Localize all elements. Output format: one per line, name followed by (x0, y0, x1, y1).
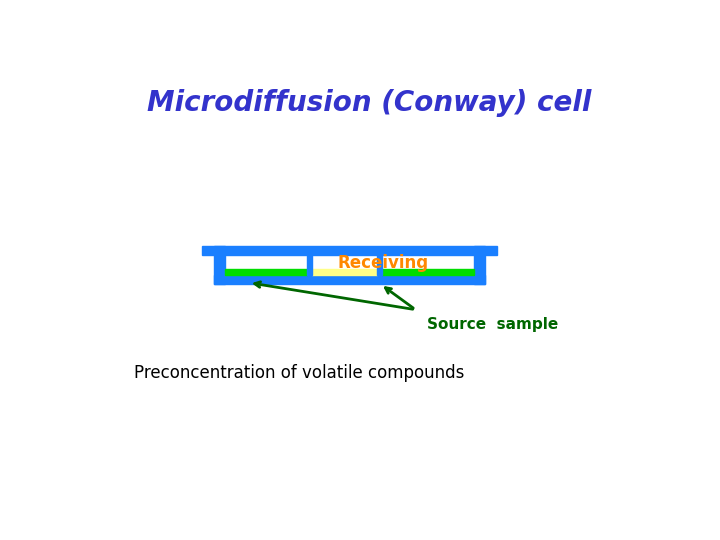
Bar (382, 269, 474, 275)
Bar (202, 246, 497, 255)
Bar (214, 275, 485, 284)
Bar (474, 246, 485, 284)
Bar (214, 246, 225, 284)
Bar (307, 255, 312, 275)
Bar (312, 269, 377, 275)
Bar (225, 255, 474, 275)
Text: Receiving: Receiving (338, 254, 428, 272)
Text: Preconcentration of volatile compounds: Preconcentration of volatile compounds (134, 364, 464, 382)
Bar (225, 269, 307, 275)
Bar (377, 255, 382, 275)
Text: Microdiffusion (Conway) cell: Microdiffusion (Conway) cell (147, 89, 591, 117)
Text: Source  sample: Source sample (427, 318, 559, 332)
